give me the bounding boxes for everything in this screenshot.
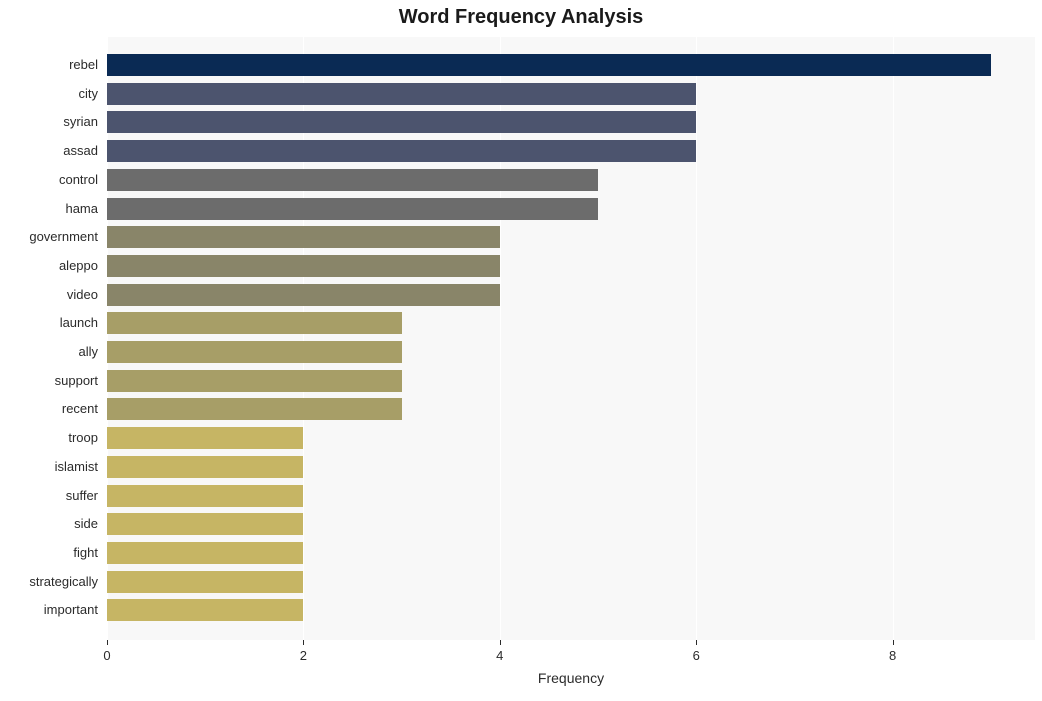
- y-axis-label: assad: [0, 140, 104, 162]
- bar: [107, 284, 500, 306]
- y-axis-label: side: [0, 513, 104, 535]
- word-frequency-chart: Word Frequency Analysis Frequency 0 2 4 6 8 r…: [0, 0, 1042, 701]
- y-axis-label: rebel: [0, 54, 104, 76]
- bar: [107, 427, 303, 449]
- chart-title: Word Frequency Analysis: [0, 6, 1042, 29]
- bar: [107, 485, 303, 507]
- y-axis-label: hama: [0, 198, 104, 220]
- y-axis-label: city: [0, 83, 104, 105]
- y-axis-label: syrian: [0, 111, 104, 133]
- y-axis-label: support: [0, 370, 104, 392]
- bar: [107, 140, 696, 162]
- y-axis-label: recent: [0, 398, 104, 420]
- grid-line: [696, 37, 697, 640]
- x-tick-mark: [500, 640, 501, 645]
- bar: [107, 83, 696, 105]
- bar: [107, 456, 303, 478]
- bar: [107, 255, 500, 277]
- bar: [107, 198, 598, 220]
- x-tick-label: 6: [693, 648, 700, 663]
- bar: [107, 370, 402, 392]
- grid-line: [893, 37, 894, 640]
- x-tick-label: 0: [103, 648, 110, 663]
- x-axis-title: Frequency: [107, 670, 1035, 686]
- x-tick-mark: [303, 640, 304, 645]
- bar: [107, 513, 303, 535]
- x-tick-label: 4: [496, 648, 503, 663]
- bar: [107, 169, 598, 191]
- y-axis-label: control: [0, 169, 104, 191]
- bar: [107, 571, 303, 593]
- bar: [107, 111, 696, 133]
- bar: [107, 341, 402, 363]
- plot-area: [107, 37, 1035, 640]
- bar: [107, 599, 303, 621]
- bar: [107, 398, 402, 420]
- y-axis-label: launch: [0, 312, 104, 334]
- y-axis-label: strategically: [0, 571, 104, 593]
- y-axis-label: suffer: [0, 485, 104, 507]
- y-axis-label: islamist: [0, 456, 104, 478]
- x-tick-mark: [696, 640, 697, 645]
- y-axis-label: video: [0, 284, 104, 306]
- y-axis-label: ally: [0, 341, 104, 363]
- y-axis-label: fight: [0, 542, 104, 564]
- y-axis-label: government: [0, 226, 104, 248]
- bar: [107, 312, 402, 334]
- x-tick-mark: [893, 640, 894, 645]
- y-axis-label: aleppo: [0, 255, 104, 277]
- x-tick-label: 2: [300, 648, 307, 663]
- bar: [107, 226, 500, 248]
- bar: [107, 542, 303, 564]
- x-tick-mark: [107, 640, 108, 645]
- y-axis-label: important: [0, 599, 104, 621]
- bar: [107, 54, 991, 76]
- y-axis-label: troop: [0, 427, 104, 449]
- x-tick-label: 8: [889, 648, 896, 663]
